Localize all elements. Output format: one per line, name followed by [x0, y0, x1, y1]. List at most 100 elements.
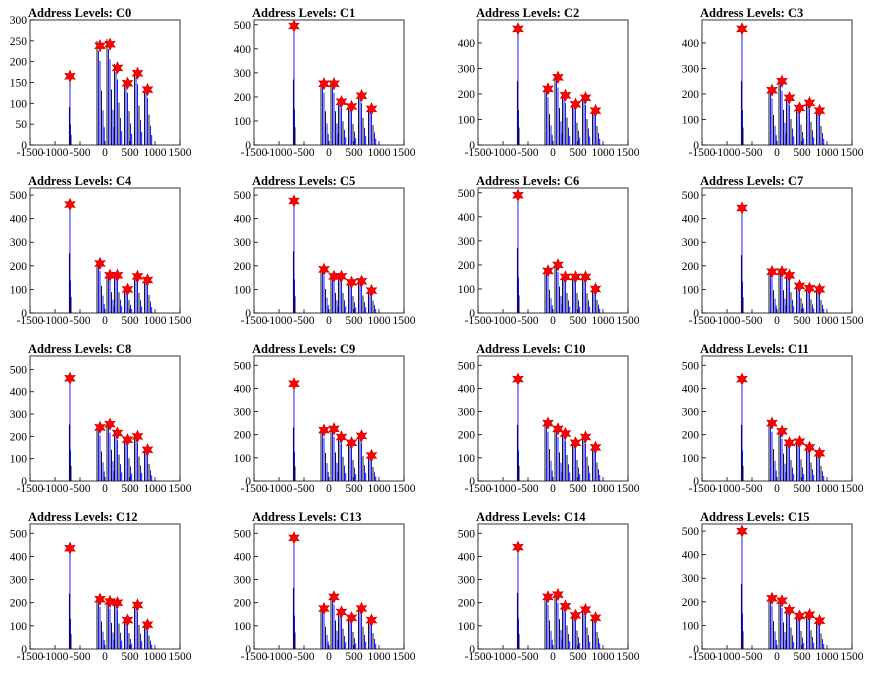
x-tick-label: -1000: [266, 147, 293, 159]
peak-marker: [355, 274, 368, 288]
x-tick-label: -500: [293, 651, 314, 663]
peak-marker: [141, 443, 154, 457]
chart-panel-12: Address Levels: C12 0 100 200 300 400 500 -1500…: [10, 510, 192, 663]
x-tick-label: -1500: [17, 483, 44, 495]
x-tick-label: 1500: [169, 315, 192, 327]
x-tick-label: -1000: [42, 651, 69, 663]
peak-marker: [766, 83, 778, 97]
x-tick-label: 0: [326, 147, 332, 159]
chart-panel-5: Address Levels: C50100200300400500-1500-…: [234, 174, 416, 327]
peak-marker: [569, 436, 582, 450]
chart-panel-10: Address Levels: C10 0 100 200 300 400 500 -1500…: [458, 342, 640, 495]
y-tick-label: 200: [682, 430, 700, 442]
x-tick-label: -1000: [266, 483, 293, 495]
peak-marker: [589, 440, 602, 455]
x-tick-label: 0: [774, 651, 780, 663]
x-tick-label: -1000: [714, 147, 741, 159]
x-tick-label: 500: [793, 651, 811, 663]
plot-frame: [477, 355, 629, 482]
x-tick-label: 1000: [368, 315, 391, 327]
peak-marker: [813, 103, 826, 118]
y-tick-label: 400: [10, 387, 28, 399]
y-tick-label: 500: [10, 190, 28, 202]
x-tick-label: 0: [326, 651, 332, 663]
x-tick-label: 1000: [816, 651, 839, 663]
y-tick-label: 400: [682, 214, 700, 226]
x-tick-label: 0: [550, 651, 556, 663]
x-tick-label: -1500: [465, 483, 492, 495]
peak-marker: [335, 269, 348, 284]
x-tick-label: 1500: [393, 315, 416, 327]
peak-marker: [776, 424, 788, 438]
peak-marker: [355, 601, 368, 616]
peak-marker: [64, 197, 76, 212]
x-tick-label: 1500: [169, 483, 192, 495]
peak-marker: [64, 541, 76, 556]
chart-title: Address Levels: C11: [700, 342, 809, 356]
x-tick-label: 1000: [592, 147, 615, 159]
y-tick-label: 100: [234, 116, 252, 128]
x-tick-label: 1500: [841, 651, 864, 663]
y-tick-label: 300: [682, 573, 700, 585]
peak-marker: [783, 91, 796, 105]
peak-marker: [559, 599, 572, 613]
x-tick-label: 1000: [816, 483, 839, 495]
x-tick-label: 0: [550, 315, 556, 327]
x-tick-label: -1000: [714, 315, 741, 327]
y-tick-label: 200: [10, 431, 28, 443]
peak-marker: [736, 201, 748, 215]
x-tick-label: 0: [550, 483, 556, 495]
x-tick-label: -500: [69, 483, 90, 495]
y-tick-label: 200: [458, 260, 476, 272]
y-tick-label: 400: [10, 551, 28, 563]
y-tick-label: 100: [458, 453, 476, 465]
chart-title: Address Levels: C13: [252, 510, 362, 524]
x-tick-label: 500: [345, 315, 363, 327]
y-tick-label: 200: [458, 89, 476, 101]
y-tick-label: 200: [234, 598, 252, 610]
x-tick-label: -1000: [266, 651, 293, 663]
y-tick-label: 200: [234, 261, 252, 273]
x-tick-label: -500: [741, 147, 762, 159]
x-tick-label: 500: [345, 483, 363, 495]
y-tick-label: 100: [682, 453, 700, 465]
x-tick-label: -1000: [490, 147, 517, 159]
peak-marker: [793, 101, 806, 115]
chart-title: Address Levels: C0: [28, 6, 131, 20]
x-tick-label: 1000: [816, 147, 839, 159]
peak-marker: [328, 590, 340, 604]
chart-panel-1: Address Levels: C10100200300400500-1500-…: [234, 6, 416, 159]
y-tick-label: 150: [10, 78, 28, 90]
x-tick-label: 1000: [368, 651, 391, 663]
x-tick-label: 0: [102, 315, 108, 327]
y-tick-label: 300: [10, 237, 28, 249]
y-tick-label: 200: [682, 261, 700, 273]
x-tick-label: 1500: [393, 147, 416, 159]
chart-title: Address Levels: C14: [476, 510, 586, 524]
y-tick-label: 300: [682, 237, 700, 249]
plot-frame: [29, 187, 181, 314]
x-tick-label: -1500: [241, 651, 268, 663]
peak-marker: [141, 273, 154, 287]
y-tick-label: 400: [682, 383, 700, 395]
peak-marker: [345, 611, 358, 625]
y-tick-label: 300: [10, 409, 28, 421]
x-tick-label: -1500: [689, 483, 716, 495]
y-tick-label: 0: [21, 476, 27, 488]
peak-marker: [94, 39, 106, 53]
peak-marker: [318, 423, 330, 437]
peak-marker: [542, 590, 554, 604]
peak-marker: [355, 88, 368, 103]
peak-marker: [64, 371, 76, 386]
peak-marker: [318, 76, 330, 91]
peak-marker: [121, 282, 134, 297]
y-tick-label: 500: [234, 190, 252, 202]
chart-title: Address Levels: C1: [252, 6, 355, 20]
x-tick-label: 500: [793, 147, 811, 159]
x-tick-label: 1500: [393, 651, 416, 663]
x-tick-label: 500: [569, 315, 587, 327]
x-tick-label: -1000: [714, 651, 741, 663]
x-tick-label: 500: [121, 483, 139, 495]
peak-marker: [542, 416, 554, 430]
